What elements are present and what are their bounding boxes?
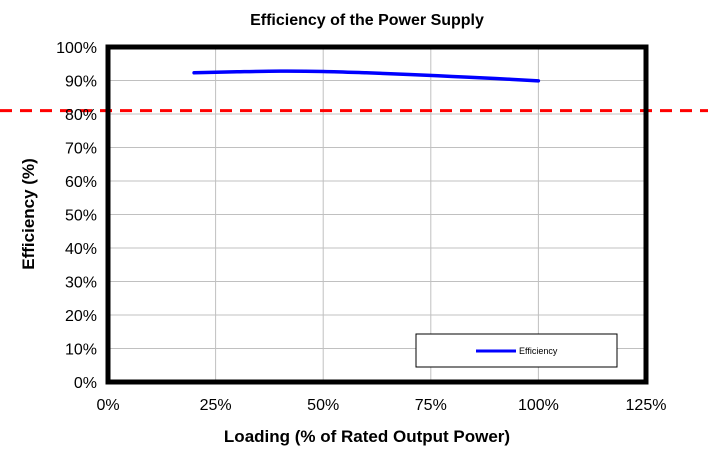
x-tick-label: 75% (415, 397, 447, 414)
grid-lines (108, 47, 646, 382)
y-tick-label: 10% (65, 342, 97, 359)
y-tick-label: 70% (65, 141, 97, 158)
y-axis-label: Efficiency (%) (19, 158, 38, 269)
plot-frame (105, 44, 649, 385)
legend: Efficiency (415, 333, 618, 368)
chart-title: Efficiency of the Power Supply (250, 12, 484, 29)
x-tick-label: 100% (518, 397, 559, 414)
y-tick-label: 90% (65, 74, 97, 91)
y-tick-label: 0% (74, 375, 97, 392)
y-tick-label: 100% (56, 40, 97, 57)
y-tick-label: 30% (65, 275, 97, 292)
x-tick-label: 50% (307, 397, 339, 414)
series-group (192, 69, 541, 83)
y-tick-label: 50% (65, 208, 97, 225)
series-line-efficiency (192, 69, 541, 83)
tick-labels: 0% 25% 50% 75% 100% 125% 0% 10% 20% 30% 40% 50% 60% 7… (56, 40, 666, 414)
x-tick-label: 25% (200, 397, 232, 414)
y-tick-label: 20% (65, 308, 97, 325)
x-axis-label: Loading (% of Rated Output Power) (224, 427, 510, 446)
y-tick-label: 40% (65, 241, 97, 258)
x-tick-label: 0% (96, 397, 119, 414)
y-tick-label: 60% (65, 174, 97, 191)
legend-box (415, 333, 618, 368)
y-tick-label: 80% (65, 107, 97, 124)
x-tick-label: 125% (626, 397, 667, 414)
legend-label-efficiency: Efficiency (519, 346, 558, 356)
